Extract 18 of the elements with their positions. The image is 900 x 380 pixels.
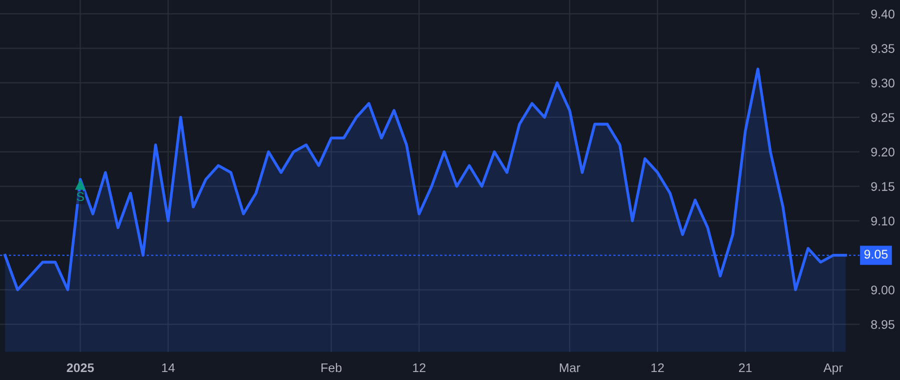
x-tick-label: 14	[162, 363, 175, 372]
x-tick-label: 12	[651, 363, 664, 372]
y-tick-label: 9.30	[871, 78, 894, 88]
y-tick-label: 9.25	[871, 113, 894, 122]
y-tick-label: 8.95	[871, 320, 894, 329]
y-tick-label: 9.15	[871, 182, 894, 191]
x-tick-label: Apr	[823, 363, 843, 375]
y-tick-label: 9.10	[871, 216, 894, 226]
y-tick-label: 9.00	[871, 286, 894, 294]
x-tick-label: 21	[738, 363, 752, 372]
y-tick-label: 9.20	[871, 148, 894, 156]
y-tick-label: 9.40	[871, 10, 894, 18]
x-tick-label: 12	[413, 363, 426, 372]
y-tick-label: 9.35	[871, 44, 894, 53]
x-tick-label: Mar	[560, 363, 580, 372]
x-tick-label: 2025	[66, 363, 94, 372]
x-tick-label: Feb	[322, 362, 342, 372]
ref-line-label: 9.05	[864, 250, 888, 259]
